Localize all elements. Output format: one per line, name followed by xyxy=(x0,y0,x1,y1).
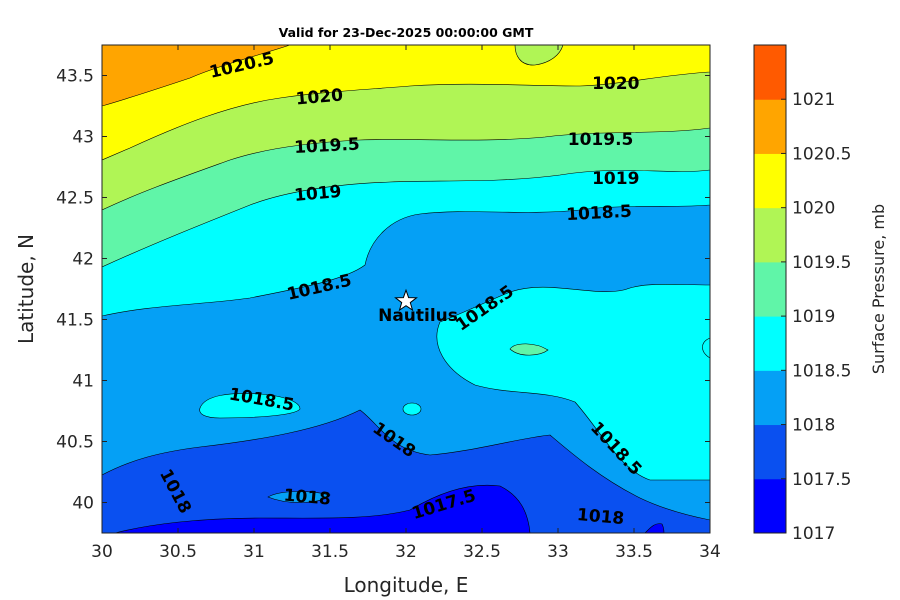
colorbar-label: Surface Pressure, mb xyxy=(869,204,888,374)
x-tick-label: 33.5 xyxy=(615,542,653,562)
colorbar-tick-label: 1017.5 xyxy=(792,470,851,490)
colorbar-swatch xyxy=(754,153,786,209)
colorbar-tick-label: 1021 xyxy=(792,90,835,110)
x-axis-label: Longitude, E xyxy=(344,573,469,597)
contour-fill-layer xyxy=(102,45,710,533)
x-axis: 30 30.5 31 31.5 32 32.5 33 33.5 34 xyxy=(91,45,721,562)
colorbar: 1017 1017.5 1018 1018.5 1019 1019.5 1020 1020.5… xyxy=(753,44,851,544)
x-tick-label: 31 xyxy=(243,542,265,562)
colorbar-swatch xyxy=(754,424,786,480)
colorbar-tick-label: 1019.5 xyxy=(792,253,851,273)
contour-label: 1020 xyxy=(592,74,639,94)
y-tick-label: 42 xyxy=(72,250,94,270)
station-marker: Nautilus xyxy=(378,288,458,326)
star-icon xyxy=(394,288,418,312)
contour-label: 1019.5 xyxy=(294,135,361,158)
y-axis-label: Latitude, N xyxy=(14,234,38,344)
contour-label: 1018 xyxy=(283,486,332,510)
y-tick-label: 41.5 xyxy=(56,311,94,331)
colorbar-swatch xyxy=(754,316,786,371)
contour-label: 1019 xyxy=(293,182,342,206)
contour-band-1017 xyxy=(114,484,531,533)
y-tick-label: 40.5 xyxy=(56,433,94,453)
contour-band-1020 xyxy=(102,45,710,161)
y-tick-label: 40 xyxy=(72,494,94,514)
x-tick-label: 34 xyxy=(699,542,721,562)
x-tick-label: 30 xyxy=(91,542,113,562)
colorbar-swatch xyxy=(754,478,786,534)
colorbar-tick-label: 1020 xyxy=(792,199,835,219)
colorbar-tick-label: 1018 xyxy=(792,416,835,436)
colorbar-swatch xyxy=(754,207,786,263)
contour-label: 1018.5 xyxy=(566,202,633,225)
x-tick-label: 31.5 xyxy=(311,542,349,562)
colorbar-tick-label: 1017 xyxy=(792,524,835,544)
y-tick-label: 43.5 xyxy=(56,67,94,87)
colorbar-tick-label: 1018.5 xyxy=(792,361,851,381)
colorbar-tick-label: 1019 xyxy=(792,307,835,327)
contour-bump-1019-5 xyxy=(514,45,564,66)
contour-label: 1020 xyxy=(295,85,344,109)
colorbar-tick-label: 1020.5 xyxy=(792,144,851,164)
contour-band-1017-east xyxy=(644,523,665,533)
y-tick-label: 41 xyxy=(72,372,94,392)
contour-island-1018-5-west xyxy=(199,393,301,419)
contour-band-1017-5 xyxy=(102,409,710,533)
contour-island-1019-east xyxy=(509,343,549,356)
contour-island-1018-5-small xyxy=(402,402,422,416)
colorbar-frame xyxy=(753,44,787,534)
contour-label: 1018 xyxy=(576,505,625,529)
colorbar-swatch xyxy=(754,99,786,154)
colorbar-swatch xyxy=(754,45,786,100)
marker-label: Nautilus xyxy=(378,306,458,326)
x-tick-label: 32.5 xyxy=(463,542,501,562)
contour-band-1018-5-east-lobe xyxy=(436,283,710,481)
x-tick-label: 32 xyxy=(395,542,417,562)
contour-island-1018-south xyxy=(267,491,331,503)
colorbar-swatch xyxy=(754,370,786,426)
contour-label: 1019 xyxy=(592,169,639,189)
contour-band-1020-5 xyxy=(102,45,291,107)
contour-label: 1019.5 xyxy=(568,130,634,150)
y-axis: 40 40.5 41 41.5 42 42.5 43 43.5 xyxy=(56,67,710,514)
colorbar-swatch xyxy=(754,261,786,317)
x-tick-label: 30.5 xyxy=(159,542,197,562)
y-tick-label: 43 xyxy=(72,128,94,148)
x-tick-label: 33 xyxy=(547,542,569,562)
y-tick-label: 42.5 xyxy=(56,189,94,209)
chart-title: Valid for 23-Dec-2025 00:00:00 GMT xyxy=(279,25,534,40)
